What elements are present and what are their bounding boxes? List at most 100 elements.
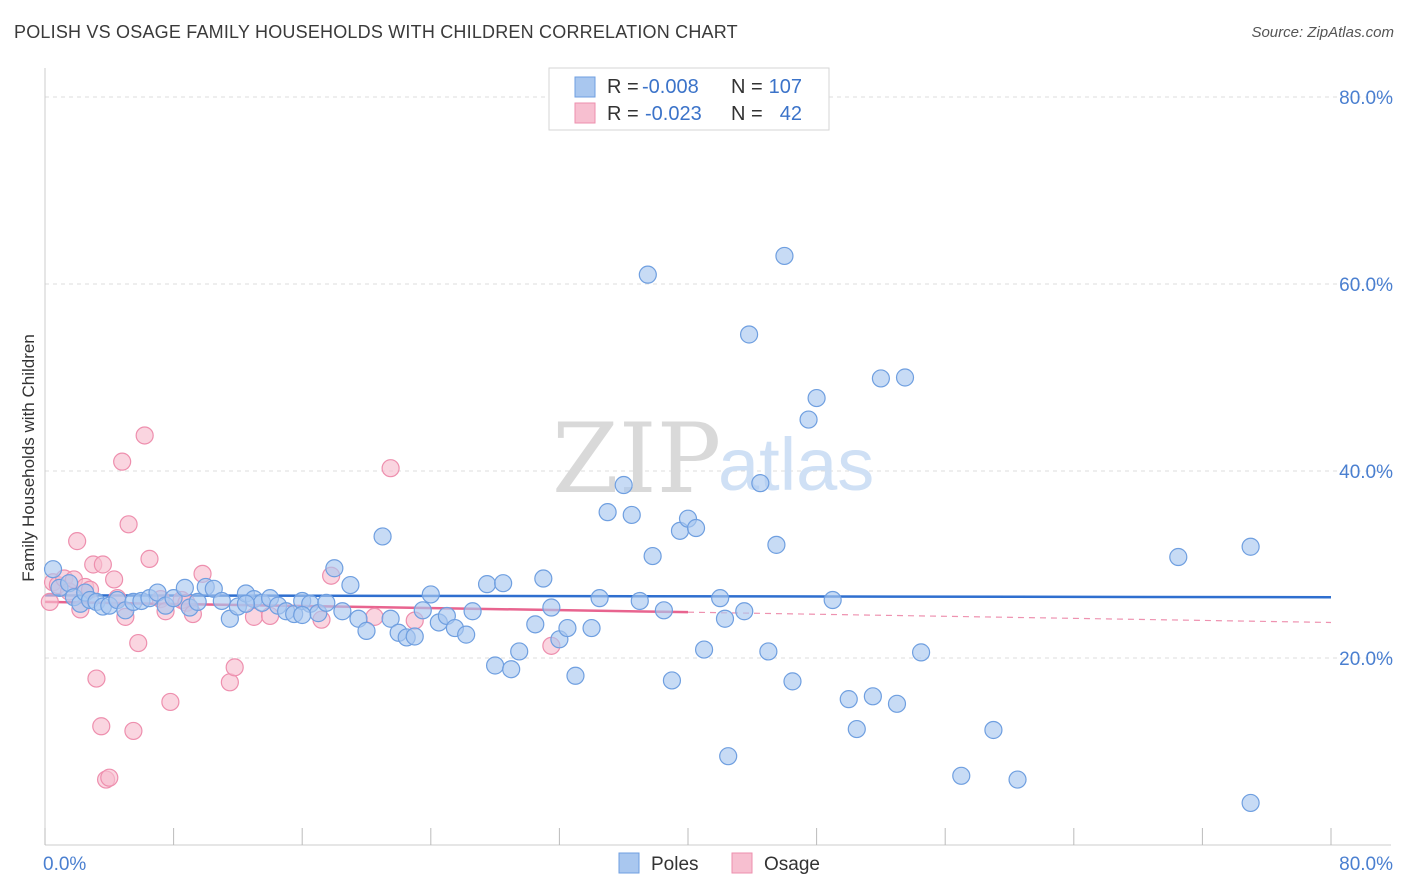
point-osage: [135, 426, 154, 445]
point-poles: [317, 593, 336, 612]
legend-box: [548, 67, 830, 131]
bottom-legend-swatch-osage: [731, 852, 753, 874]
point-poles: [984, 720, 1003, 740]
point-poles: [895, 368, 915, 387]
series-poles-points: [43, 246, 1260, 813]
point-osage: [100, 768, 119, 787]
point-poles: [590, 589, 609, 608]
point-osage: [105, 570, 124, 589]
point-poles: [43, 560, 63, 579]
point-poles: [715, 609, 735, 628]
y-tick-label: 60.0%: [1339, 275, 1393, 296]
point-poles: [686, 518, 706, 538]
point-poles: [911, 643, 931, 662]
point-poles: [188, 592, 207, 612]
point-poles: [373, 527, 392, 546]
legend-r-label-poles: R =: [607, 76, 639, 98]
point-poles: [799, 410, 818, 429]
point-poles: [534, 569, 553, 588]
bottom-legend-swatch-poles: [618, 852, 640, 874]
point-poles: [622, 505, 641, 525]
legend-r-value-poles: -0.008: [642, 76, 699, 98]
correlation-legend: R = -0.008 N = 107 R = -0.023 N = 42: [548, 67, 830, 131]
x-tick-label: 80.0%: [1339, 854, 1393, 875]
y-tick-label: 40.0%: [1339, 462, 1393, 483]
trendline-osage-extension: [687, 611, 1332, 624]
point-osage: [68, 532, 87, 551]
point-osage: [93, 555, 112, 574]
point-poles: [1241, 793, 1260, 813]
point-poles: [871, 369, 891, 388]
point-poles: [751, 474, 770, 493]
gridlines: [45, 96, 1392, 659]
point-poles: [952, 766, 971, 785]
point-poles: [847, 719, 866, 739]
point-poles: [526, 615, 545, 634]
point-poles: [598, 503, 617, 522]
point-poles: [719, 747, 738, 766]
point-poles: [463, 602, 482, 621]
point-poles: [486, 656, 505, 675]
x-tick-label: 0.0%: [43, 854, 86, 875]
y-axis-label: Family Households with Children: [19, 334, 38, 582]
axes: [44, 68, 1391, 846]
point-osage: [119, 515, 138, 534]
point-poles: [542, 598, 561, 617]
point-poles: [759, 642, 778, 661]
point-poles: [1169, 547, 1188, 567]
point-osage: [129, 633, 148, 653]
point-poles: [212, 591, 231, 611]
point-poles: [325, 559, 344, 578]
legend-swatch-osage: [574, 102, 596, 124]
tick-labels: 20.0% 40.0% 60.0% 80.0% 0.0% 80.0%: [43, 88, 1393, 875]
point-poles: [381, 609, 400, 628]
point-osage: [140, 549, 159, 568]
point-poles: [887, 694, 907, 713]
point-poles: [558, 618, 577, 638]
point-poles: [767, 535, 786, 554]
point-poles: [694, 640, 714, 659]
point-poles: [614, 475, 633, 495]
point-poles: [413, 601, 432, 620]
bottom-legend-label-poles: Poles: [651, 854, 699, 875]
y-tick-label: 20.0%: [1339, 649, 1393, 670]
legend-n-label-poles: N =: [731, 76, 763, 98]
watermark-atlas: atlas: [718, 423, 874, 506]
legend-swatch-poles: [574, 76, 596, 98]
chart-source: Source: ZipAtlas.com: [1251, 24, 1394, 41]
chart-title: POLISH VS OSAGE FAMILY HOUSEHOLDS WITH C…: [14, 22, 738, 42]
point-poles: [711, 589, 730, 608]
watermark: ZIP atlas: [552, 403, 874, 515]
point-poles: [566, 666, 585, 685]
point-poles: [662, 671, 682, 690]
legend-r-value-osage: -0.023: [645, 103, 702, 125]
series-legend: Poles Osage: [618, 852, 820, 875]
point-poles: [807, 388, 826, 408]
legend-n-label-osage: N =: [731, 103, 763, 125]
point-poles: [643, 546, 662, 566]
point-poles: [739, 325, 759, 344]
point-poles: [638, 265, 657, 284]
point-poles: [175, 578, 194, 597]
point-poles: [510, 642, 529, 661]
point-poles: [405, 627, 424, 646]
point-poles: [735, 602, 754, 621]
point-osage: [381, 459, 400, 478]
point-poles: [775, 246, 794, 266]
point-poles: [148, 583, 167, 602]
point-osage: [40, 592, 59, 612]
legend-n-value-osage: 42: [780, 103, 802, 125]
point-osage: [225, 658, 244, 677]
point-osage: [92, 717, 111, 736]
point-poles: [421, 585, 440, 604]
point-osage: [87, 669, 106, 688]
point-poles: [477, 575, 497, 594]
point-osage: [113, 452, 132, 471]
point-osage: [161, 692, 180, 712]
point-osage: [124, 721, 143, 741]
point-poles: [582, 618, 601, 638]
point-poles: [783, 672, 802, 691]
legend-r-label-osage: R =: [607, 103, 639, 125]
watermark-zip: ZIP: [552, 403, 721, 515]
